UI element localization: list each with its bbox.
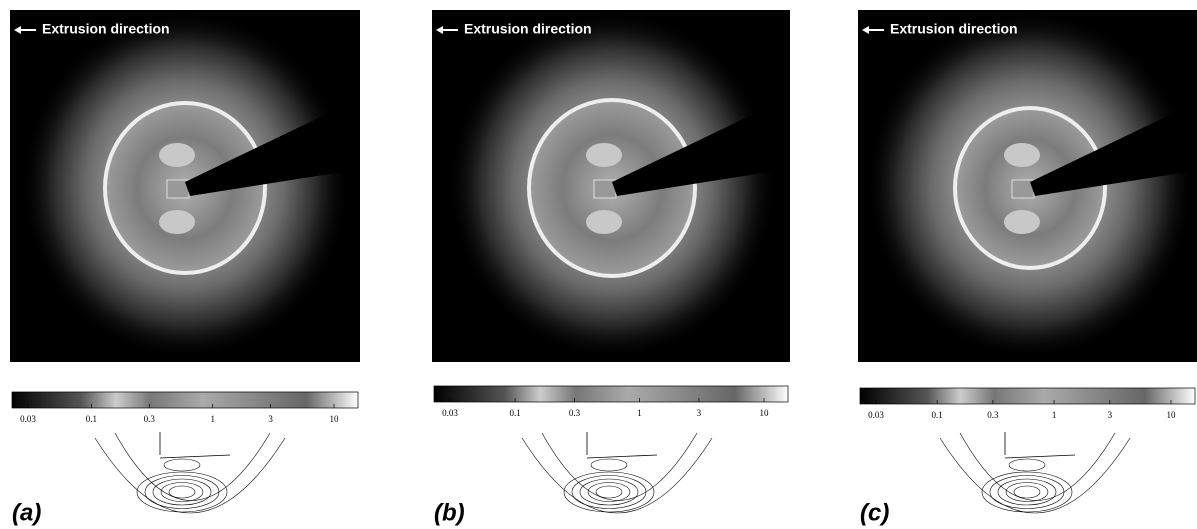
- contour: [159, 454, 231, 459]
- colorbar-tick-label: 0.1: [86, 414, 97, 424]
- colorbar-tick-label: 1: [637, 408, 642, 418]
- contour: [136, 471, 228, 513]
- colorbar-tick-label: 0.1: [509, 408, 520, 418]
- contour: [595, 485, 623, 499]
- colorbar-tick-label: 0.3: [987, 410, 999, 420]
- lobe: [1004, 210, 1040, 234]
- contour: [586, 454, 658, 459]
- colorbar-tick-label: 3: [1108, 410, 1113, 420]
- contour: [587, 482, 631, 502]
- arrow-head: [436, 26, 443, 34]
- colorbar: [433, 385, 789, 403]
- contour: [152, 478, 212, 506]
- contour: [1008, 458, 1046, 472]
- contour: [989, 475, 1065, 509]
- colorbar: [11, 391, 359, 409]
- panel-label: (c): [860, 499, 889, 526]
- beamstop: [612, 110, 782, 196]
- contour: [1004, 454, 1076, 459]
- contour: [521, 437, 713, 514]
- contour: [981, 471, 1073, 513]
- contour: [939, 437, 1131, 514]
- colorbar-tick-label: 1: [1052, 410, 1057, 420]
- arrow-head: [14, 26, 21, 34]
- lobe: [159, 143, 195, 167]
- annotation: Extrusion direction: [464, 21, 592, 37]
- colorbar-tick-label: 0.3: [569, 408, 581, 418]
- panel-label: (a): [12, 499, 41, 526]
- colorbar-tick-label: 10: [330, 414, 340, 424]
- beamstop: [185, 110, 355, 196]
- colorbar: [859, 387, 1196, 405]
- lobe: [586, 143, 622, 167]
- contour: [579, 478, 639, 506]
- contour: [1013, 485, 1041, 499]
- contour: [94, 437, 286, 514]
- annotation: Extrusion direction: [42, 21, 170, 37]
- contour-plot: [94, 432, 286, 514]
- contour: [590, 458, 628, 472]
- panel: Extrusion direction 0.03 0.1 0.3 1 3 10 (a): [10, 10, 360, 526]
- colorbar-tick-label: 0.1: [932, 410, 943, 420]
- annotation: Extrusion direction: [890, 21, 1018, 37]
- colorbar-tick-label: 10: [1167, 410, 1177, 420]
- contour: [160, 482, 204, 502]
- colorbar-tick-label: 3: [268, 414, 273, 424]
- contour: [168, 485, 196, 499]
- colorbar-tick-label: 0.03: [868, 410, 884, 420]
- colorbar-tick-label: 3: [697, 408, 702, 418]
- colorbar-tick-label: 10: [760, 408, 770, 418]
- lobe: [159, 210, 195, 234]
- contour: [571, 475, 647, 509]
- contour-plot: [521, 432, 713, 514]
- colorbar-tick-label: 1: [210, 414, 215, 424]
- panel: Extrusion direction 0.03 0.1 0.3 1 3 10 (b): [432, 10, 790, 526]
- contour: [1005, 482, 1049, 502]
- colorbar-tick-label: 0.03: [20, 414, 36, 424]
- beamstop: [1030, 110, 1197, 196]
- lobe: [1004, 143, 1040, 167]
- contour: [563, 471, 655, 513]
- lobe: [586, 210, 622, 234]
- contour: [997, 478, 1057, 506]
- arrow-head: [862, 26, 869, 34]
- colorbar-tick-label: 0.03: [442, 408, 458, 418]
- contour: [144, 475, 220, 509]
- contour: [163, 458, 201, 472]
- colorbar-tick-label: 0.3: [144, 414, 156, 424]
- contour-plot: [939, 432, 1131, 514]
- panel: Extrusion direction 0.03 0.1 0.3 1 3 10 (c): [858, 10, 1197, 526]
- panel-label: (b): [434, 499, 465, 526]
